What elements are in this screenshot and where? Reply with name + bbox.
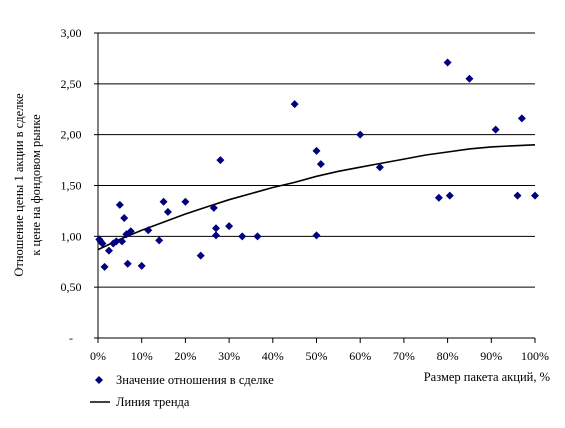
x-tick-labels: 0% 10% 20% 30% 40% 50% 60% 70% 80% 90% 100% [90, 349, 549, 363]
y-tick-label: 3,00 [61, 26, 82, 40]
x-tick-label: 70% [393, 349, 415, 363]
data-point-marker [513, 191, 522, 200]
data-point-marker [104, 246, 113, 255]
data-point-marker [434, 193, 443, 202]
data-point-marker [137, 261, 146, 270]
x-tick-label: 80% [437, 349, 459, 363]
data-point-marker [155, 236, 164, 245]
legend: Значение отношения в сделке Линия тренда [90, 373, 274, 409]
legend-label-values: Значение отношения в сделке [116, 373, 274, 387]
data-point-marker [238, 232, 247, 241]
data-point-marker [225, 222, 234, 231]
x-tick-label: 60% [349, 349, 371, 363]
data-point-marker [375, 163, 384, 172]
trend-line [97, 144, 536, 251]
legend-label-trend: Линия тренда [116, 395, 190, 409]
y-tick-label: 2,50 [61, 77, 82, 91]
x-axis-title: Размер пакета акций, % [424, 370, 550, 384]
y-axis-title-line1: Отношение цены 1 акции в сделке [12, 93, 26, 277]
data-point-marker [112, 237, 121, 246]
x-tick-label: 100% [521, 349, 549, 363]
x-tick-label: 20% [174, 349, 196, 363]
y-tick-label: 2,00 [61, 128, 82, 142]
x-tick-label: 10% [131, 349, 153, 363]
data-point-marker [159, 197, 168, 206]
data-point-marker [181, 197, 190, 206]
legend-marker-diamond [95, 376, 103, 384]
data-point-marker [356, 130, 365, 139]
y-tick-label: 1,00 [61, 229, 82, 243]
axes [94, 32, 536, 343]
data-point-marker [290, 100, 299, 109]
data-point-marker [120, 214, 129, 223]
data-point-marker [312, 146, 321, 155]
data-point-marker [312, 231, 321, 240]
data-point-marker [118, 237, 127, 246]
y-axis-title-line2: к цене на фондовом рынке [29, 114, 43, 256]
data-point-marker [211, 224, 220, 233]
y-tick-labels: - 0,50 1,00 1,50 2,00 2,50 3,00 [61, 26, 82, 345]
data-point-marker [253, 232, 262, 241]
data-point-marker [123, 259, 132, 268]
data-point-marker [445, 191, 454, 200]
data-point-marker [216, 156, 225, 165]
x-tick-label: 0% [90, 349, 106, 363]
data-point-marker [531, 191, 539, 200]
data-point-marker [100, 262, 109, 271]
data-point-marker [316, 160, 325, 169]
x-tick-label: 50% [306, 349, 328, 363]
trend-line-group [97, 144, 536, 251]
data-point-marker [163, 207, 172, 216]
x-tick-label: 90% [480, 349, 502, 363]
y-tick-label: 0,50 [61, 280, 82, 294]
data-point-marker [211, 231, 220, 240]
data-point-marker [126, 227, 135, 236]
data-point-marker [115, 200, 124, 209]
x-tick-label: 30% [218, 349, 240, 363]
y-tick-label: 1,50 [61, 179, 82, 193]
data-point-marker [491, 125, 500, 134]
data-point-marker [465, 74, 474, 83]
data-point-marker [517, 114, 526, 123]
x-tick-label: 40% [262, 349, 284, 363]
data-point-marker [443, 58, 452, 67]
data-point-marker [98, 239, 107, 248]
data-point-marker [196, 251, 205, 260]
data-point-marker [144, 226, 153, 235]
y-tick-label: - [69, 331, 73, 345]
data-markers [95, 58, 539, 271]
data-point-marker [209, 203, 218, 212]
